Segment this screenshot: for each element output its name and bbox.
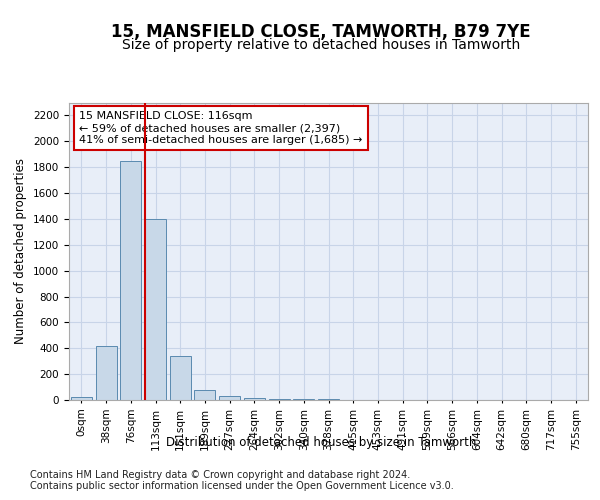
- Y-axis label: Number of detached properties: Number of detached properties: [14, 158, 28, 344]
- Bar: [170, 356, 191, 400]
- Bar: [120, 160, 141, 400]
- Text: Contains public sector information licensed under the Open Government Licence v3: Contains public sector information licen…: [30, 481, 454, 491]
- Bar: [269, 398, 290, 400]
- Text: 15, MANSFIELD CLOSE, TAMWORTH, B79 7YE: 15, MANSFIELD CLOSE, TAMWORTH, B79 7YE: [111, 22, 531, 40]
- Bar: [219, 396, 240, 400]
- Text: Size of property relative to detached houses in Tamworth: Size of property relative to detached ho…: [122, 38, 520, 52]
- Bar: [145, 219, 166, 400]
- Bar: [194, 390, 215, 400]
- Bar: [71, 398, 92, 400]
- Text: Distribution of detached houses by size in Tamworth: Distribution of detached houses by size …: [166, 436, 476, 449]
- Text: Contains HM Land Registry data © Crown copyright and database right 2024.: Contains HM Land Registry data © Crown c…: [30, 470, 410, 480]
- Text: 15 MANSFIELD CLOSE: 116sqm
← 59% of detached houses are smaller (2,397)
41% of s: 15 MANSFIELD CLOSE: 116sqm ← 59% of deta…: [79, 112, 363, 144]
- Bar: [95, 346, 116, 400]
- Bar: [244, 398, 265, 400]
